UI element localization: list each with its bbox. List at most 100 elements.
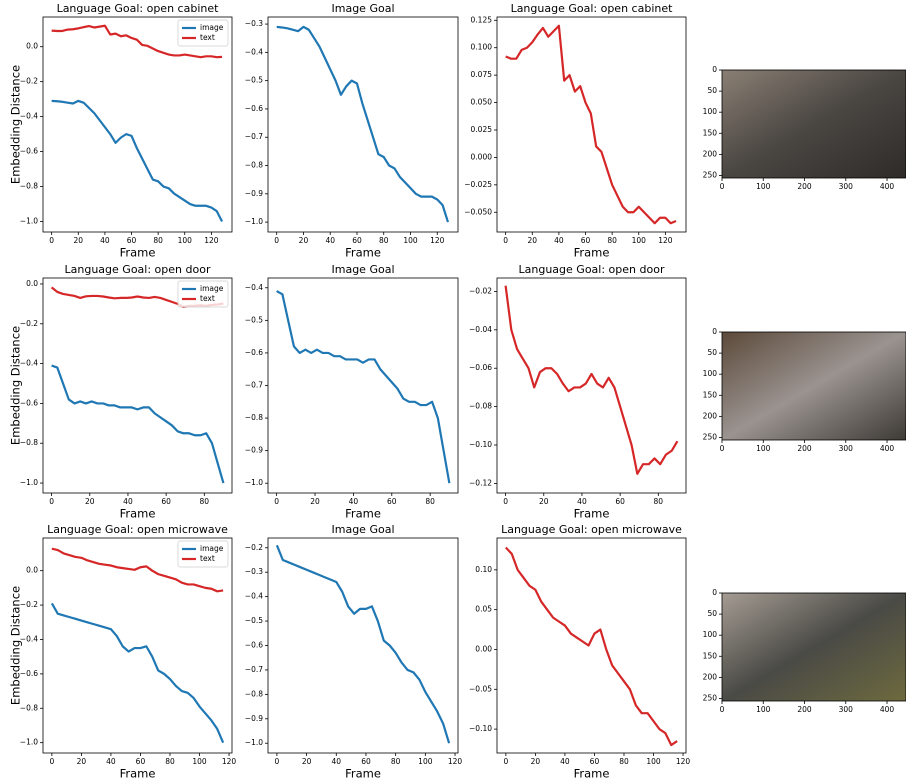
y-tick-label: −1.0 xyxy=(245,478,263,487)
y-tick-label: −0.4 xyxy=(245,283,263,292)
y-tick-label: −0.2 xyxy=(245,543,263,552)
x-tick-label: 0 xyxy=(275,757,280,766)
x-tick-label: 20 xyxy=(302,757,312,766)
y-tick-label: 200 xyxy=(703,411,718,420)
axes-frame xyxy=(267,537,459,754)
x-axis-label: Frame xyxy=(574,767,610,781)
x-tick-label: 0 xyxy=(274,497,279,506)
x-tick-label: 100 xyxy=(756,705,771,714)
legend-label: text xyxy=(200,33,215,42)
x-tick-label: 40 xyxy=(123,497,133,506)
x-tick-label: 0 xyxy=(49,236,54,245)
y-tick-label: 0.0 xyxy=(26,279,38,288)
series-line xyxy=(276,290,451,484)
x-tick-label: 80 xyxy=(200,497,210,506)
y-tick-label: −0.6 xyxy=(245,104,263,113)
y-tick-label: −0.2 xyxy=(20,319,38,328)
y-tick-label: 100 xyxy=(703,369,718,378)
x-tick-label: 200 xyxy=(797,705,812,714)
y-tick-label: −1.0 xyxy=(20,738,38,747)
x-tick-label: 0 xyxy=(49,497,54,506)
x-tick-label: 0 xyxy=(720,444,725,453)
y-tick-label: 0.0 xyxy=(26,566,38,575)
x-tick-label: 80 xyxy=(619,757,629,766)
series-line xyxy=(51,24,223,59)
y-tick-label: −0.8 xyxy=(245,161,263,170)
x-tick-label: 60 xyxy=(615,497,625,506)
series-line xyxy=(504,285,679,475)
x-tick-label: 20 xyxy=(527,236,537,245)
x-tick-label: 100 xyxy=(178,236,193,245)
x-tick-label: 400 xyxy=(880,182,895,191)
y-tick-label: 100 xyxy=(703,107,718,116)
x-tick-label: 20 xyxy=(531,757,541,766)
x-tick-label: 60 xyxy=(581,236,591,245)
y-tick-label: −0.04 xyxy=(469,325,492,334)
y-tick-label: 50 xyxy=(707,609,717,618)
y-tick-label: −1.0 xyxy=(20,478,38,487)
x-tick-label: 40 xyxy=(325,236,335,245)
y-tick-label: −0.6 xyxy=(20,669,38,678)
y-tick-label: 200 xyxy=(703,149,718,158)
y-tick-label: −0.8 xyxy=(20,438,38,447)
y-tick-label: −0.7 xyxy=(245,381,263,390)
legend-label: image xyxy=(200,544,224,553)
y-tick-label: −0.5 xyxy=(245,315,263,324)
series-line xyxy=(50,602,225,744)
y-tick-label: −0.12 xyxy=(469,478,492,487)
y-tick-label: −0.06 xyxy=(469,363,492,372)
chart-title: Language Goal: open cabinet xyxy=(511,2,674,15)
x-tick-label: 60 xyxy=(590,757,600,766)
x-tick-label: 40 xyxy=(100,236,110,245)
x-tick-label: 100 xyxy=(756,444,771,453)
chart-title: Image Goal xyxy=(332,523,395,536)
y-tick-label: −0.10 xyxy=(469,440,492,449)
y-tick-label: −0.3 xyxy=(245,567,263,576)
axes-frame xyxy=(721,592,906,702)
x-tick-label: 120 xyxy=(676,757,691,766)
y-tick-label: −0.2 xyxy=(20,77,38,86)
y-tick-label: −1.0 xyxy=(20,217,38,226)
series-line xyxy=(51,547,224,593)
x-tick-label: 40 xyxy=(577,497,587,506)
y-tick-label: 150 xyxy=(703,128,718,137)
y-tick-label: 50 xyxy=(707,348,717,357)
x-tick-label: 100 xyxy=(646,757,661,766)
x-tick-label: 60 xyxy=(361,757,371,766)
x-tick-label: 0 xyxy=(720,705,725,714)
x-tick-label: 100 xyxy=(403,236,418,245)
y-tick-label: −0.8 xyxy=(20,182,38,191)
chart-title: Language Goal: open cabinet xyxy=(57,2,220,15)
axes-frame xyxy=(496,277,687,494)
chart-title: Image Goal xyxy=(332,263,395,276)
y-tick-label: 0.10 xyxy=(475,565,492,574)
axes-frame xyxy=(721,331,906,441)
x-tick-label: 120 xyxy=(448,757,463,766)
x-tick-label: 0 xyxy=(503,497,508,506)
y-tick-label: 0.000 xyxy=(471,152,493,161)
y-tick-label: 250 xyxy=(703,432,718,441)
y-tick-label: 0.025 xyxy=(471,125,493,134)
x-tick-label: 60 xyxy=(387,497,397,506)
y-tick-label: −1.0 xyxy=(245,738,263,747)
x-tick-label: 0 xyxy=(274,236,279,245)
x-tick-label: 60 xyxy=(136,757,146,766)
y-tick-label: −0.8 xyxy=(245,689,263,698)
x-tick-label: 300 xyxy=(839,444,854,453)
y-tick-label: 0.075 xyxy=(471,70,493,79)
legend-label: image xyxy=(200,23,224,32)
x-tick-label: 40 xyxy=(554,236,564,245)
x-tick-label: 300 xyxy=(839,182,854,191)
y-tick-label: −0.10 xyxy=(469,724,492,733)
x-tick-label: 80 xyxy=(153,236,163,245)
photo xyxy=(722,70,906,178)
axes-frame xyxy=(267,277,459,494)
x-tick-label: 120 xyxy=(204,236,219,245)
y-tick-label: −0.4 xyxy=(245,47,263,56)
x-tick-label: 0 xyxy=(49,757,54,766)
x-tick-label: 20 xyxy=(539,497,549,506)
x-axis-label: Frame xyxy=(120,767,156,781)
y-tick-label: 250 xyxy=(703,693,718,702)
y-tick-label: −0.9 xyxy=(245,189,263,198)
y-tick-label: −0.3 xyxy=(245,19,263,28)
